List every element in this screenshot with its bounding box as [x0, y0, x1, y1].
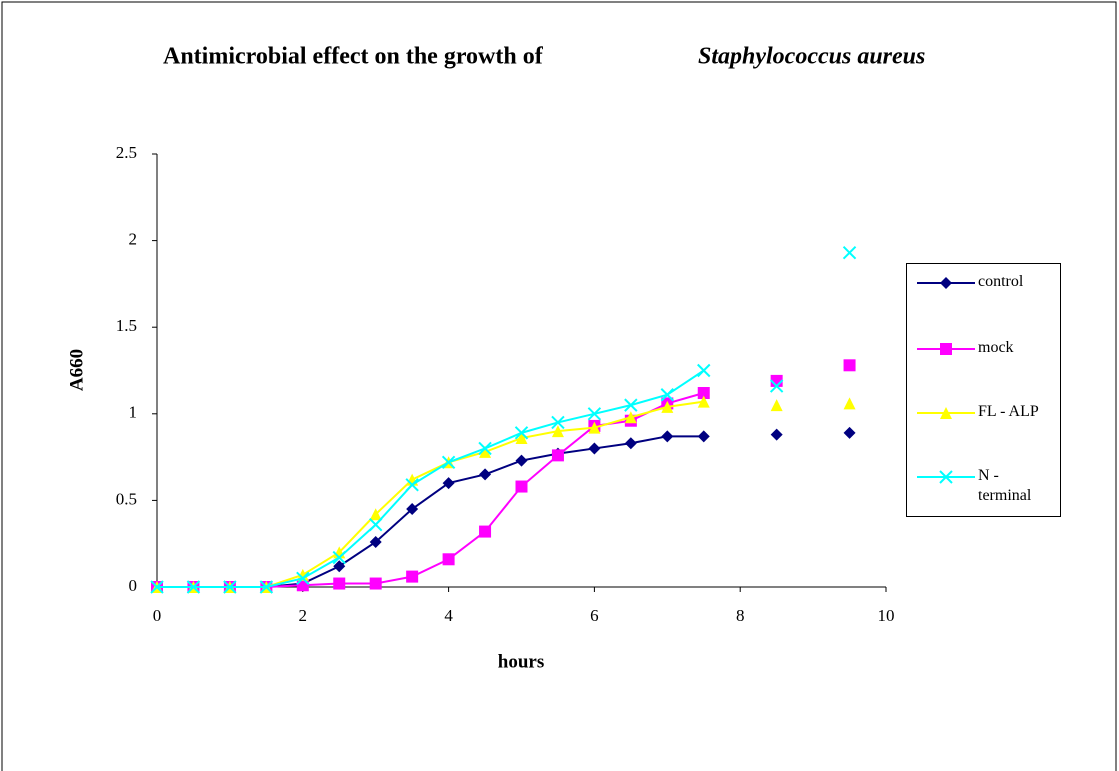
legend: control mock FL - ALP N - terminal: [906, 263, 1061, 517]
legend-item: N - terminal: [907, 466, 1062, 506]
legend-item: mock: [907, 338, 1062, 378]
y-tick-label: 0: [129, 576, 138, 595]
legend-swatch: [915, 272, 977, 294]
marker: [940, 343, 952, 355]
x-tick-label: 8: [736, 606, 745, 625]
marker: [516, 481, 528, 493]
legend-item: FL - ALP: [907, 402, 1062, 442]
page: Antimicrobial effect on the growth of St…: [0, 0, 1119, 771]
legend-label: mock: [978, 338, 1040, 358]
legend-label: N - terminal: [978, 466, 1040, 506]
x-tick-label: 2: [299, 606, 308, 625]
chart-title: Antimicrobial effect on the growth of: [163, 44, 544, 70]
legend-swatch: [915, 466, 977, 488]
y-tick-label: 1: [129, 403, 138, 422]
y-tick-label: 2: [129, 230, 138, 249]
marker: [940, 277, 952, 289]
marker: [443, 553, 455, 565]
legend-item: control: [907, 272, 1062, 312]
y-tick-label: 0.5: [116, 489, 137, 508]
x-tick-label: 0: [153, 606, 162, 625]
x-tick-label: 6: [590, 606, 599, 625]
y-tick-label: 1.5: [116, 316, 137, 335]
marker: [297, 579, 309, 591]
y-axis-label: A660: [66, 349, 87, 391]
legend-label: control: [978, 272, 1040, 292]
x-tick-label: 4: [444, 606, 453, 625]
legend-swatch: [915, 338, 977, 360]
marker: [333, 578, 345, 590]
marker: [406, 571, 418, 583]
marker: [479, 526, 491, 538]
chart-title-organism: Staphylococcus aureus: [698, 44, 925, 70]
y-tick-label: 2.5: [116, 143, 137, 162]
marker: [370, 578, 382, 590]
legend-swatch: [915, 402, 977, 424]
marker: [552, 449, 564, 461]
x-tick-label: 10: [878, 606, 895, 625]
legend-label: FL - ALP: [978, 402, 1040, 422]
marker: [844, 359, 856, 371]
x-axis-label: hours: [498, 651, 544, 672]
